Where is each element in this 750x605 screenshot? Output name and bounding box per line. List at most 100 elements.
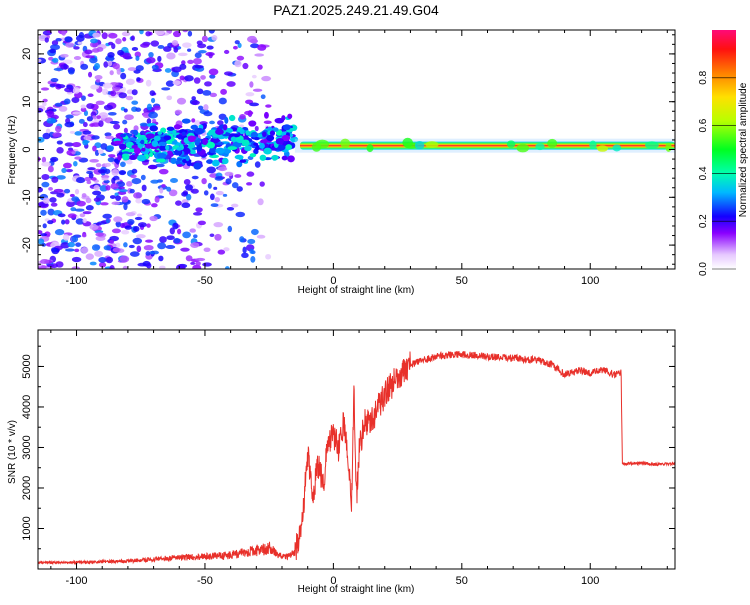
spectrogram-noise-blob	[190, 242, 200, 248]
spectrogram-noise-blob	[94, 62, 101, 70]
spectrogram-noise-blob	[222, 193, 228, 197]
spectrogram-noise-blob	[62, 234, 70, 241]
spectrogram-noise-blob	[107, 52, 115, 58]
spectrogram-noise-blob	[98, 257, 107, 263]
spectrogram-noise-blob	[74, 131, 83, 136]
spectrogram-noise-blob	[233, 45, 238, 50]
snr-xtick-label: -50	[197, 575, 213, 587]
spectrogram-noise-blob	[234, 40, 240, 45]
spectrogram-noise-blob	[244, 110, 254, 116]
spectrogram-noise-blob	[73, 160, 78, 167]
spectrogram-noise-blob	[46, 30, 51, 33]
spectrogram-noise-blob	[122, 37, 127, 42]
spectrogram-noise-blob	[134, 51, 141, 58]
spectrogram-noise-blob	[251, 228, 259, 236]
spectrogram-noise-blob	[55, 37, 62, 42]
spectrogram-noise-blob	[131, 47, 139, 51]
spectrogram-noise-blob	[46, 117, 57, 124]
spectrogram-noise-blob	[74, 156, 82, 160]
spectrogram-noise-blob	[191, 100, 200, 106]
spectrogram-noise-blob	[122, 265, 128, 269]
spectrogram-noise-blob	[88, 71, 93, 78]
spectrogram-noise-blob	[223, 247, 230, 252]
spectrogram-noise-blob	[81, 193, 87, 198]
spectrogram-cluster-blob	[230, 133, 241, 138]
spectrogram-noise-blob	[115, 220, 122, 228]
spectrogram-noise-blob	[47, 220, 54, 225]
spectrogram-cluster-blob	[165, 144, 170, 151]
spectrogram-noise-blob	[38, 136, 45, 143]
spectrogram-cluster-blob	[253, 137, 260, 141]
spectrogram-noise-blob	[218, 97, 227, 105]
spectrogram-noise-blob	[146, 118, 152, 125]
spectrogram-ytick-label: 10	[21, 96, 33, 108]
spectrogram-cluster-blob	[149, 125, 158, 132]
spectrogram-noise-blob	[48, 186, 53, 191]
snr-panel: -100 -50 0 50 100 1000 2000 3000 4000 5000 Height…	[7, 329, 676, 595]
spectrogram-cluster-blob	[166, 126, 175, 131]
snr-ytick-label: 2000	[21, 476, 33, 500]
spectrogram-noise-blob	[217, 249, 226, 255]
spectrogram-cluster-blob	[239, 159, 247, 163]
spectrogram-noise-blob	[67, 241, 76, 248]
spectrogram-noise-blob	[135, 107, 142, 112]
spectrogram-noise-blob	[150, 179, 160, 184]
spectrogram-noise-blob	[57, 213, 66, 218]
spectrogram-noise-blob	[75, 34, 85, 42]
spectrogram-noise-blob	[249, 248, 254, 254]
spectrogram-noise-blob	[83, 135, 92, 141]
spectrogram-noise-blob	[140, 174, 146, 181]
spectrogram-noise-blob	[102, 213, 112, 219]
spectrogram-noise-blob	[261, 75, 272, 82]
spectrogram-noise-blob	[90, 38, 98, 44]
spectrogram-noise-blob	[202, 262, 212, 267]
spectrogram-cluster-blob	[271, 154, 279, 161]
spectrogram-noise-blob	[247, 35, 257, 43]
spectrogram-noise-blob	[109, 265, 115, 269]
colorbar-label: Normalized spectral amplitude	[738, 82, 749, 217]
spectrogram-noise-blob	[102, 82, 113, 89]
spectrogram-noise-blob	[116, 69, 121, 75]
spectrogram-noise-blob	[207, 182, 212, 189]
spectrogram-noise-blob	[124, 114, 134, 121]
spectrogram-noise-blob	[127, 218, 135, 225]
spectrogram-noise-blob	[42, 223, 47, 229]
spectrogram-noise-blob	[241, 252, 249, 259]
spectrogram-noise-blob	[208, 30, 215, 34]
spectrogram-cluster-blob	[285, 144, 293, 150]
spectrogram-noise-blob	[218, 113, 227, 120]
spectrogram-noise-blob	[125, 95, 134, 101]
spectrogram-noise-blob	[202, 90, 212, 96]
spectrogram-noise-blob	[256, 234, 266, 239]
spectrogram-noise-blob	[206, 45, 214, 50]
spectrogram-band-blob	[535, 143, 545, 151]
spectrogram-noise-blob	[80, 107, 87, 113]
spectrogram-cluster-blob	[222, 124, 228, 131]
spectrogram-noise-blob	[145, 79, 152, 87]
spectrogram-noise-blob	[265, 104, 272, 108]
spectrogram-noise-blob	[38, 230, 43, 235]
spectrogram-cluster-blob	[122, 153, 130, 161]
spectrogram-noise-blob	[64, 142, 74, 147]
spectrogram-noise-blob	[185, 255, 193, 262]
spectrogram-noise-blob	[38, 186, 43, 193]
spectrogram-main-band	[299, 141, 675, 150]
spectrogram-noise-blob	[114, 192, 119, 197]
spectrogram-noise-blob	[210, 203, 219, 208]
spectrogram-noise-blob	[193, 57, 202, 65]
spectrogram-noise-blob	[101, 177, 109, 181]
spectrogram-noise-blob	[82, 122, 88, 128]
spectrogram-noise-blob	[198, 105, 204, 111]
spectrogram-noise-blob	[69, 193, 75, 198]
spectrogram-noise-blob	[242, 62, 249, 70]
colorbar-tick-label: 0.8	[698, 70, 709, 84]
spectrogram-noise-blob	[92, 115, 97, 120]
spectrogram-noise-blob	[132, 237, 143, 245]
spectrogram-band-blob	[425, 141, 439, 148]
spectrogram-cluster-blob	[193, 162, 202, 170]
spectrogram-noise-blob	[251, 74, 257, 79]
spectrogram-noise-blob	[204, 81, 212, 87]
spectrogram-noise-blob	[236, 186, 243, 192]
spectrogram-noise-blob	[92, 145, 97, 152]
